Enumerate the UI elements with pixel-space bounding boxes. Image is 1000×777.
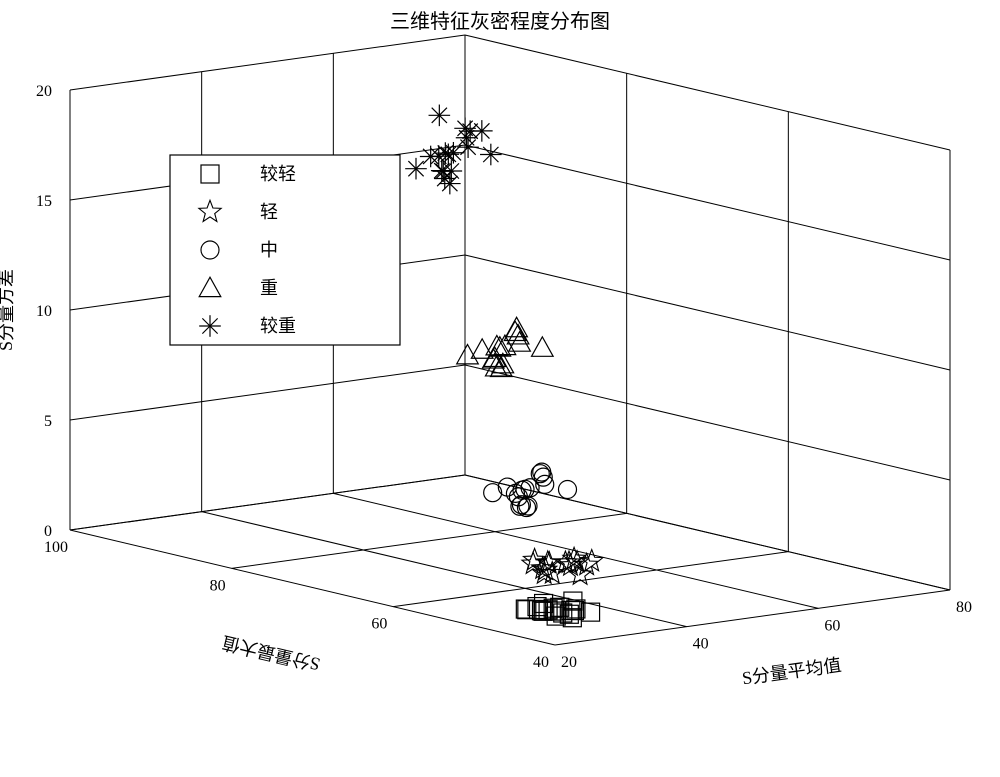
data-point — [480, 144, 502, 166]
legend-label: 较轻 — [260, 164, 296, 184]
data-point — [429, 105, 451, 127]
data-point — [199, 315, 221, 337]
scatter3d-chart: 20 40 60 80 40 60 80 1000 5 10 15 20 S分量平均值 S分量最大值 S分量… — [0, 0, 1000, 777]
x-tick-label: 60 — [824, 617, 840, 634]
right-wall-grid-z — [465, 255, 950, 370]
legend-label: 中 — [260, 240, 278, 260]
z-tick-label: 5 — [44, 413, 52, 430]
y-tick-label: 40 — [533, 654, 549, 671]
left-wall-grid-z — [70, 475, 465, 530]
right-wall-grid-z — [465, 35, 950, 150]
right-wall-grid-z — [465, 365, 950, 480]
data-point — [559, 481, 577, 499]
data-point — [532, 337, 554, 356]
z-tick-label: 20 — [36, 83, 52, 100]
x-axis-label: S分量平均值 — [741, 655, 843, 689]
x-tick-label: 40 — [693, 636, 709, 653]
y-tick-label: 60 — [371, 616, 387, 633]
data-point — [457, 136, 479, 158]
left-wall-grid-z — [70, 35, 465, 90]
left-wall-grid-z — [70, 365, 465, 420]
data-point — [431, 160, 453, 182]
data-point — [457, 344, 479, 363]
floor-grid-x — [202, 512, 687, 627]
legend-label: 重 — [260, 278, 278, 298]
legend-label: 轻 — [260, 202, 278, 222]
floor-grid-y — [555, 590, 950, 645]
chart-container: 20 40 60 80 40 60 80 1000 5 10 15 20 S分量平均值 S分量最大值 S分量… — [0, 0, 1000, 777]
legend-label: 较重 — [260, 316, 296, 336]
x-tick-label: 80 — [956, 599, 972, 616]
y-tick-label: 100 — [44, 539, 68, 556]
right-wall-grid-z — [465, 145, 950, 260]
data-point — [471, 120, 493, 142]
data-point — [484, 484, 502, 502]
data-point — [484, 347, 506, 366]
data-point — [531, 465, 549, 483]
z-tick-label: 0 — [44, 523, 52, 540]
z-tick-label: 10 — [36, 303, 52, 320]
data-point — [432, 160, 454, 182]
y-tick-label: 80 — [210, 577, 226, 594]
chart-title: 三维特征灰密程度分布图 — [390, 10, 610, 33]
floor-grid-y — [393, 552, 788, 607]
x-tick-label: 20 — [561, 654, 577, 671]
z-axis-label: S分量方差 — [0, 269, 16, 351]
data-point — [428, 145, 450, 167]
z-tick-label: 15 — [36, 193, 52, 210]
data-point — [443, 142, 465, 164]
data-point — [405, 158, 427, 180]
y-axis-label: S分量最大值 — [220, 632, 322, 675]
floor-grid-x — [70, 530, 555, 645]
